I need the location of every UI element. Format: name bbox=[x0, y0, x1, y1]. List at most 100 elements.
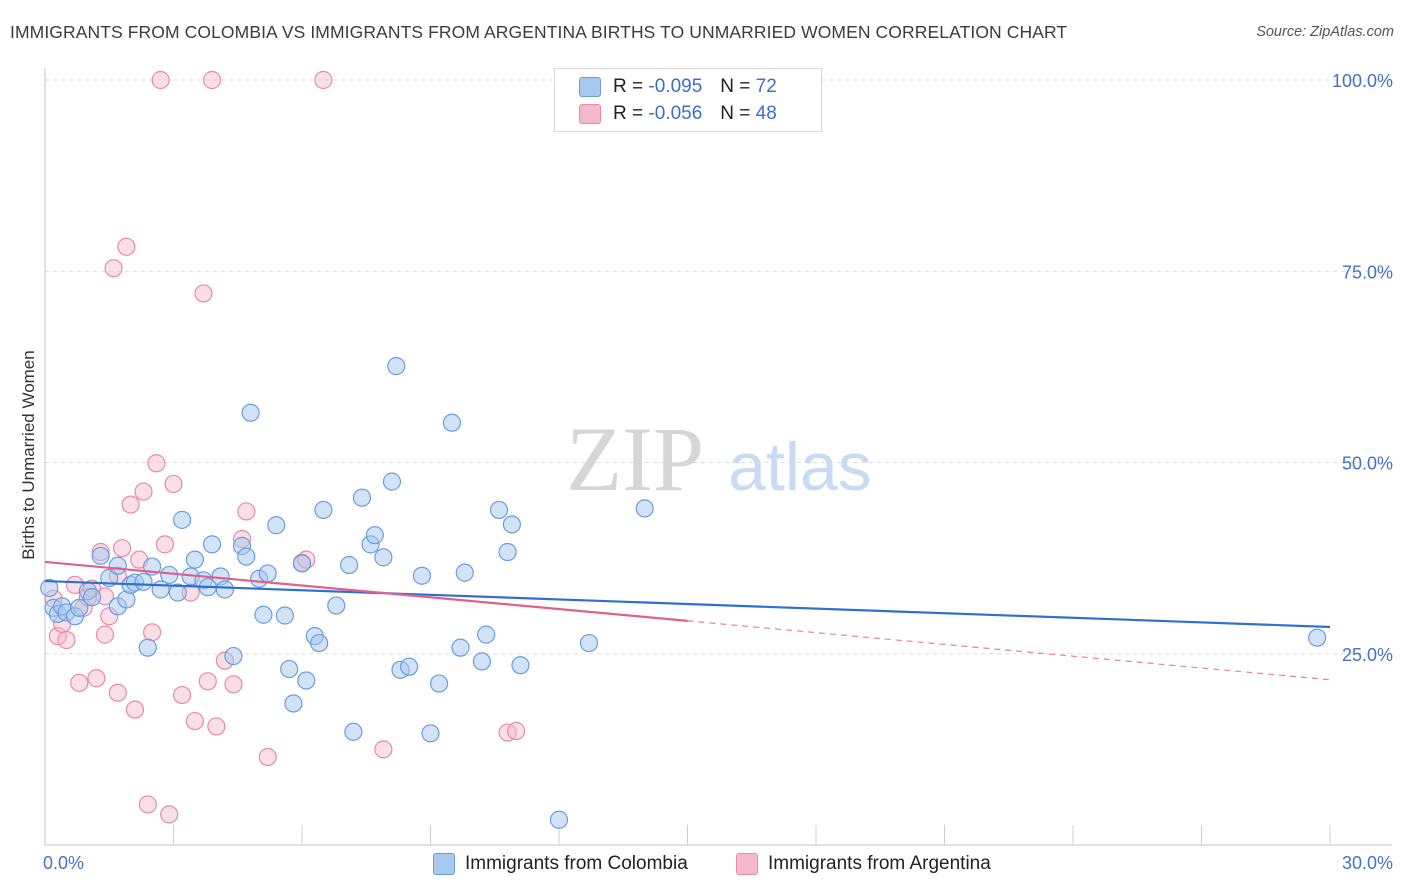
colombia-point bbox=[70, 598, 89, 617]
colombia-point bbox=[215, 580, 234, 599]
watermark-atlas: atlas bbox=[728, 429, 872, 505]
argentina-point bbox=[125, 700, 145, 719]
argentina-point bbox=[258, 747, 277, 767]
colombia-point bbox=[237, 547, 256, 566]
legend-label-argentina: Immigrants from Argentina bbox=[768, 853, 991, 874]
argentina-point bbox=[151, 70, 170, 90]
argentina-points bbox=[44, 70, 526, 824]
legend-n-value: 48 bbox=[755, 103, 777, 124]
colombia-point bbox=[344, 722, 363, 741]
colombia-point bbox=[172, 510, 192, 529]
argentina-point bbox=[57, 630, 76, 650]
argentina-point bbox=[164, 474, 183, 494]
colombia-point bbox=[387, 357, 406, 376]
colombia-point bbox=[477, 625, 496, 644]
colombia-point bbox=[1308, 628, 1327, 647]
axes bbox=[44, 68, 1392, 846]
x-tick-label: 0.0% bbox=[43, 853, 84, 873]
legend-label-colombia: Immigrants from Colombia bbox=[465, 853, 688, 874]
argentina-point bbox=[374, 740, 393, 759]
colombia-point bbox=[40, 578, 59, 598]
colombia-point bbox=[365, 526, 384, 545]
argentina-point bbox=[134, 482, 153, 501]
colombia-point bbox=[442, 413, 462, 432]
argentina-point bbox=[172, 685, 192, 705]
argentina-point bbox=[147, 454, 166, 473]
colombia-point bbox=[185, 550, 205, 569]
colombia-swatch bbox=[579, 77, 601, 97]
watermark-zip: ZIP bbox=[566, 408, 704, 510]
colombia-point bbox=[241, 403, 260, 422]
colombia-point bbox=[451, 638, 470, 657]
argentina-point bbox=[160, 805, 179, 824]
colombia-point bbox=[138, 638, 157, 657]
colombia-point bbox=[297, 671, 316, 690]
colombia-point bbox=[429, 674, 449, 693]
legend-n-label: N = bbox=[720, 76, 751, 97]
legend-r-label: R = bbox=[613, 76, 644, 97]
legend-item-argentina[interactable]: Immigrants from Argentina bbox=[736, 851, 991, 877]
argentina-point bbox=[185, 711, 205, 731]
colombia-point bbox=[292, 554, 312, 573]
y-tick-label: 50.0% bbox=[1342, 454, 1393, 474]
colombia-point bbox=[472, 652, 491, 671]
legend-n-value: 72 bbox=[755, 76, 777, 97]
colombia-point bbox=[224, 646, 243, 666]
argentina-point bbox=[142, 623, 162, 642]
colombia-point bbox=[352, 488, 372, 507]
legend-r-value: -0.095 bbox=[648, 76, 703, 97]
correlation-legend: R = -0.095 N = 72 R = -0.056 N = 48 bbox=[554, 68, 822, 132]
colombia-point bbox=[498, 542, 517, 562]
colombia-point bbox=[310, 633, 329, 653]
argentina-point bbox=[194, 284, 213, 303]
colombia-point bbox=[412, 566, 432, 585]
argentina-point bbox=[112, 539, 132, 558]
argentina-trend-line bbox=[44, 560, 688, 622]
colombia-point bbox=[399, 657, 419, 676]
y-axis-label: Births to Unmarried Women bbox=[19, 350, 38, 559]
x-tick-label: 30.0% bbox=[1342, 853, 1393, 873]
tick-labels: 25.0% 50.0% 75.0% 100.0% 0.0% 30.0% bbox=[43, 71, 1393, 873]
colombia-swatch bbox=[433, 853, 455, 875]
argentina-trend-line-extended bbox=[687, 620, 1331, 681]
argentina-swatch bbox=[579, 104, 601, 124]
colombia-point bbox=[83, 588, 102, 607]
source-note: Source: ZipAtlas.com bbox=[1256, 24, 1394, 40]
colombia-points bbox=[40, 357, 1327, 829]
colombia-point bbox=[258, 564, 277, 583]
colombia-point bbox=[549, 810, 569, 829]
watermark: ZIP atlas bbox=[566, 408, 872, 510]
legend-item-colombia[interactable]: Immigrants from Colombia bbox=[433, 851, 688, 877]
argentina-point bbox=[198, 672, 217, 691]
argentina-point bbox=[224, 675, 243, 694]
argentina-point bbox=[95, 625, 115, 644]
colombia-point bbox=[134, 572, 153, 591]
legend-r-label: R = bbox=[613, 103, 644, 124]
colombia-point bbox=[502, 515, 521, 534]
legend-r-value: -0.056 bbox=[648, 103, 703, 124]
trend-lines bbox=[44, 560, 1331, 681]
colombia-point bbox=[511, 656, 530, 675]
argentina-point bbox=[155, 535, 175, 554]
legend-row-colombia: R = -0.095 N = 72 bbox=[579, 75, 777, 99]
argentina-point bbox=[117, 237, 136, 256]
argentina-point bbox=[202, 70, 222, 90]
colombia-point bbox=[280, 659, 299, 679]
colombia-point bbox=[327, 596, 346, 615]
colombia-point bbox=[284, 694, 303, 713]
colombia-point bbox=[374, 548, 393, 567]
grid-lines bbox=[45, 79, 1392, 655]
colombia-point bbox=[579, 633, 599, 653]
colombia-point bbox=[108, 556, 127, 575]
argentina-point bbox=[237, 502, 256, 521]
colombia-point bbox=[382, 472, 402, 491]
argentina-point bbox=[207, 717, 226, 736]
argentina-point bbox=[121, 495, 140, 514]
legend-n-label: N = bbox=[720, 103, 751, 124]
colombia-point bbox=[202, 535, 222, 554]
argentina-point bbox=[507, 721, 526, 741]
argentina-point bbox=[87, 669, 106, 688]
colombia-point bbox=[455, 563, 474, 582]
colombia-point bbox=[314, 500, 333, 520]
